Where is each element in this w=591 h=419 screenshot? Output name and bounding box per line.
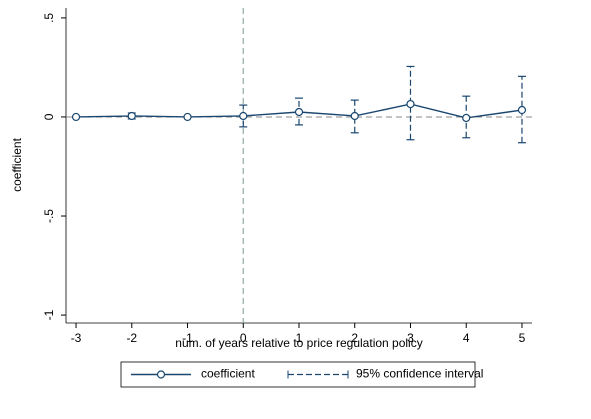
- coefficient-point: [462, 113, 471, 123]
- x-tick-label: 0: [240, 331, 247, 345]
- error-bar: [350, 99, 359, 134]
- y-tick-label: -.5: [42, 209, 56, 223]
- x-tick-label: 2: [351, 331, 358, 345]
- y-tick-label: -1: [42, 309, 56, 320]
- coefficient-point: [71, 112, 81, 122]
- y-tick-label: 0: [42, 113, 56, 120]
- x-tick-label: 5: [519, 331, 526, 345]
- x-tick-label: 1: [296, 331, 303, 345]
- x-tick-label: 3: [407, 331, 414, 345]
- coefficient-point: [517, 105, 527, 115]
- y-axis-title: coefficient: [10, 137, 24, 191]
- x-tick-label: -1: [182, 331, 193, 345]
- y-tick-label: .5: [42, 13, 56, 23]
- x-tick-label: -3: [71, 331, 82, 345]
- coefficient-point: [183, 112, 192, 122]
- legend-label: coefficient: [201, 367, 255, 381]
- error-bar: [517, 75, 526, 144]
- coefficient-point: [239, 111, 248, 121]
- x-axis-title: num. of years relative to price regulati…: [175, 336, 422, 350]
- x-tick-label: 4: [463, 331, 470, 345]
- coefficient-point: [127, 111, 136, 121]
- coefficient-point: [350, 111, 359, 121]
- coefficient-point: [294, 107, 304, 117]
- legend-label: 95% confidence interval: [356, 367, 483, 381]
- x-tick-label: -2: [126, 331, 137, 345]
- coefficient-point: [406, 99, 415, 109]
- legend-swatch: [156, 370, 166, 379]
